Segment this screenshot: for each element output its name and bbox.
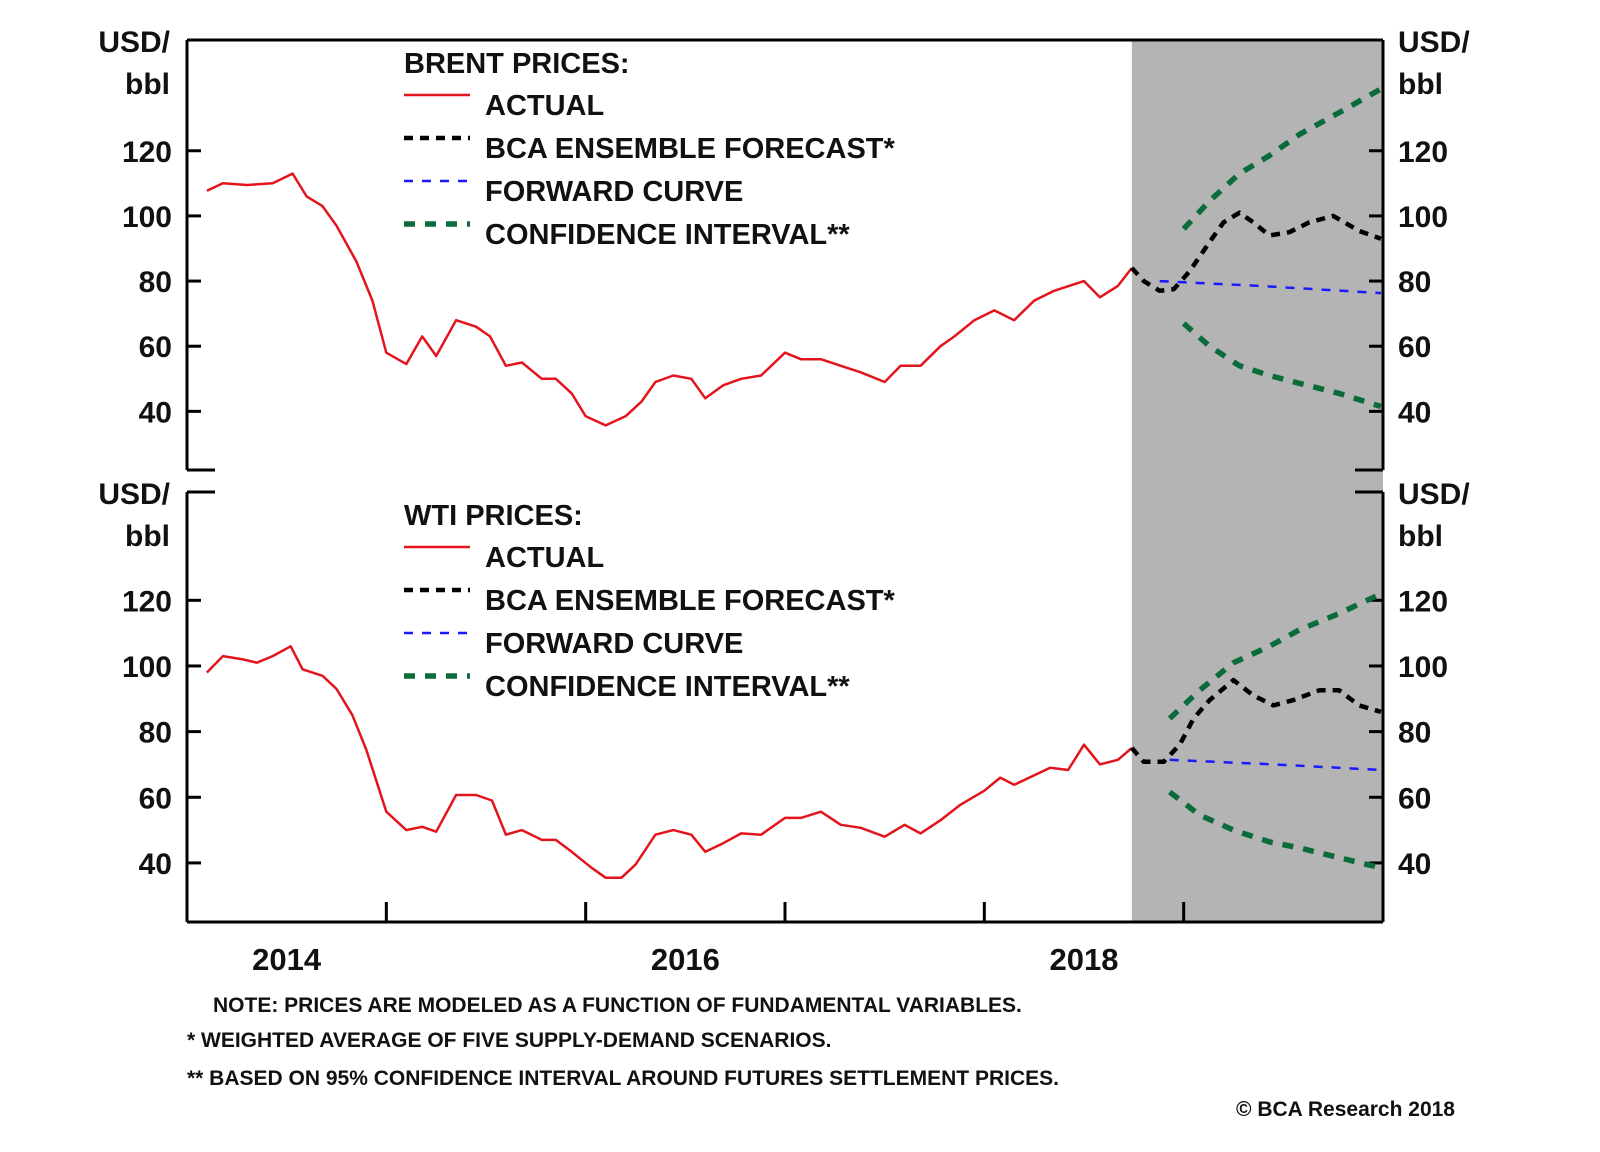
y-tick-label-left: 80: [139, 266, 172, 299]
series-confidence-lower-line: [1181, 321, 1382, 410]
legend-label-actual: ACTUAL: [485, 542, 604, 574]
y-unit-label-left: bbl: [125, 520, 170, 553]
x-axis: 2014 2016 2018: [252, 902, 1186, 977]
y-tick-label-right: 120: [1398, 585, 1448, 618]
y-tick-label-left: 120: [122, 585, 172, 618]
y-tick-label-left: 60: [139, 782, 172, 815]
y-tick-label-right: 60: [1398, 331, 1431, 364]
series-confidence-lower-line: [1168, 789, 1382, 871]
wti-panel: 40 40 60 60 80 80 100 100 120 120 USD/bbl USD/bbl AC…: [98, 478, 1470, 924]
y-tick-label-left: 100: [122, 651, 172, 684]
panel-title: WTI PRICES:: [404, 500, 583, 532]
legend-label-confidence: CONFIDENCE INTERVAL**: [485, 219, 850, 251]
y-unit-label-left: USD/: [98, 478, 170, 511]
note-text: NOTE: PRICES ARE MODELED AS A FUNCTION O…: [213, 994, 1022, 1017]
y-tick-label-right: 60: [1398, 782, 1431, 815]
y-tick-label-right: 80: [1398, 717, 1431, 750]
y-tick-label-right: 100: [1398, 651, 1448, 684]
legend-label-ensemble: BCA ENSEMBLE FORECAST*: [485, 585, 895, 617]
x-tick-label: 2014: [252, 942, 322, 977]
x-tick-label: 2018: [1050, 942, 1119, 977]
y-tick-label-right: 120: [1398, 136, 1448, 169]
panel-title: BRENT PRICES:: [404, 48, 630, 80]
x-tick-label: 2016: [651, 942, 720, 977]
y-tick-label-right: 80: [1398, 266, 1431, 299]
y-tick-label-left: 40: [139, 848, 172, 881]
series-forward-line: [1159, 279, 1382, 295]
y-unit-label-right: bbl: [1398, 68, 1443, 101]
y-tick-label-left: 60: [139, 331, 172, 364]
legend-label-actual: ACTUAL: [485, 90, 604, 122]
y-tick-label-right: 40: [1398, 396, 1431, 429]
y-unit-label-left: bbl: [125, 68, 170, 101]
legend-label-forward: FORWARD CURVE: [485, 628, 743, 660]
series-ensemble-line: [1130, 210, 1382, 294]
forecast-shade-layer: [1131, 40, 1383, 922]
y-tick-label-right: 40: [1398, 848, 1431, 881]
legend-label-forward: FORWARD CURVE: [485, 176, 743, 208]
series-ensemble-line: [1130, 677, 1382, 765]
y-tick-label-left: 120: [122, 136, 172, 169]
legend-label-ensemble: BCA ENSEMBLE FORECAST*: [485, 133, 895, 165]
footnote-star: * WEIGHTED AVERAGE OF FIVE SUPPLY-DEMAND…: [187, 1029, 831, 1052]
legend-label-confidence: CONFIDENCE INTERVAL**: [485, 671, 850, 703]
series-actual-line: [206, 645, 1133, 879]
y-unit-label-right: USD/: [1398, 478, 1470, 511]
y-unit-label-right: bbl: [1398, 520, 1443, 553]
series-actual-line: [206, 172, 1133, 427]
y-unit-label-left: USD/: [98, 26, 170, 59]
y-tick-label-left: 100: [122, 201, 172, 234]
brent-panel: 40 40 60 60 80 80 100 100 120 120 USD/bbl USD/bbl AC…: [98, 26, 1470, 472]
copyright: © BCA Research 2018: [1236, 1098, 1455, 1121]
y-tick-label-left: 80: [139, 717, 172, 750]
forecast-shaded-region: [1131, 40, 1383, 922]
footnote-double-star: ** BASED ON 95% CONFIDENCE INTERVAL AROU…: [187, 1067, 1059, 1090]
y-tick-label-left: 40: [139, 396, 172, 429]
y-unit-label-right: USD/: [1398, 26, 1470, 59]
series-confidence-upper-line: [1181, 86, 1383, 231]
y-tick-label-right: 100: [1398, 201, 1448, 234]
